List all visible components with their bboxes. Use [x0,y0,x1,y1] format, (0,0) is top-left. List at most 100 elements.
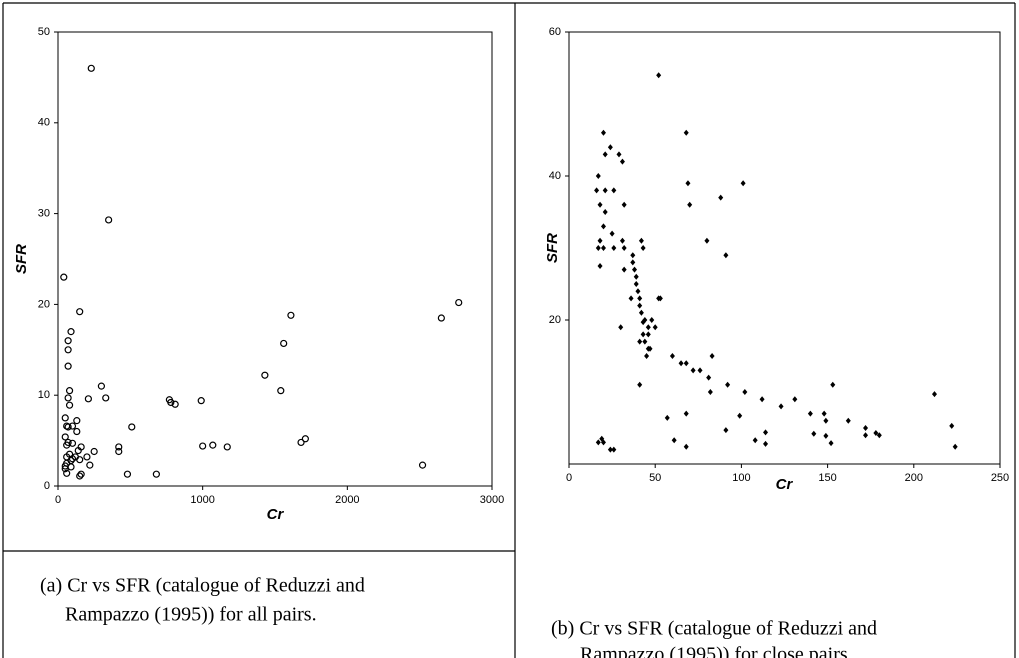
point [128,423,136,431]
y-tick-label: 20 [549,314,561,326]
x-tick-label: 250 [991,472,1009,484]
point [167,398,175,407]
point [807,410,813,417]
point [76,308,84,316]
x-tick-label: 150 [818,472,836,484]
point [76,472,84,480]
point [67,328,75,336]
point [823,432,829,439]
point [706,374,712,381]
point [102,394,110,402]
point [931,391,937,398]
point [740,180,746,187]
point [952,443,958,450]
point [97,382,106,390]
point [635,288,641,295]
point [821,410,827,417]
point [638,237,644,244]
point [737,412,743,419]
point [261,371,269,379]
point [628,295,634,302]
x-tick-label: 200 [905,472,923,484]
point [669,353,675,359]
point [115,447,123,456]
point [76,456,84,464]
point [678,360,684,367]
point [67,456,75,465]
point [742,389,748,395]
point [123,470,132,478]
point [949,422,955,429]
point [171,400,179,408]
point [600,129,606,136]
point [86,461,94,469]
point [600,245,606,251]
point [83,453,91,461]
point [725,381,731,388]
point [763,440,769,447]
point [199,442,207,450]
point [602,187,608,194]
point [84,395,92,403]
y-tick-label: 50 [38,26,50,38]
point [621,245,627,251]
point [437,314,445,322]
point [64,346,72,354]
point [152,470,160,478]
point [637,302,643,309]
point [752,437,758,444]
point [277,387,285,395]
point [778,403,784,410]
point [68,455,77,463]
point [607,446,613,453]
point [645,324,651,331]
point [87,64,95,72]
point [683,443,689,450]
point [637,295,643,302]
point [697,367,703,374]
point [685,180,691,187]
point [828,440,834,447]
point [60,273,68,281]
point [811,430,817,437]
point [301,435,309,443]
x-tick-label: 50 [649,472,661,484]
x-tick-label: 0 [55,494,61,506]
y-tick-label: 10 [38,389,50,401]
point [621,201,627,208]
point [197,397,205,405]
point [687,201,693,208]
point [632,266,638,273]
y-tick-label: 40 [38,117,50,129]
point [630,252,636,259]
caption: Rampazzo (1995)) for close pairs. [580,644,853,658]
point [876,432,882,439]
point [223,443,231,451]
point [647,345,653,352]
x-axis-label: Cr [267,506,285,523]
point [68,422,77,430]
point [609,230,615,237]
point [73,427,81,436]
point [67,463,75,471]
point [602,209,608,215]
point [65,401,74,409]
point [671,437,677,444]
point [61,433,69,441]
point [595,173,601,179]
point [74,446,82,455]
point [644,353,650,359]
point [718,194,724,201]
x-tick-label: 3000 [480,494,504,506]
point [597,263,603,269]
point [645,331,651,338]
x-tick-label: 2000 [335,494,359,506]
point [792,396,798,403]
point [73,417,81,425]
point [683,129,689,136]
x-tick-label: 1000 [190,494,214,506]
point [633,273,639,280]
point [863,425,869,431]
caption: (a) Cr vs SFR (catalogue of Reduzzi and [40,575,365,597]
